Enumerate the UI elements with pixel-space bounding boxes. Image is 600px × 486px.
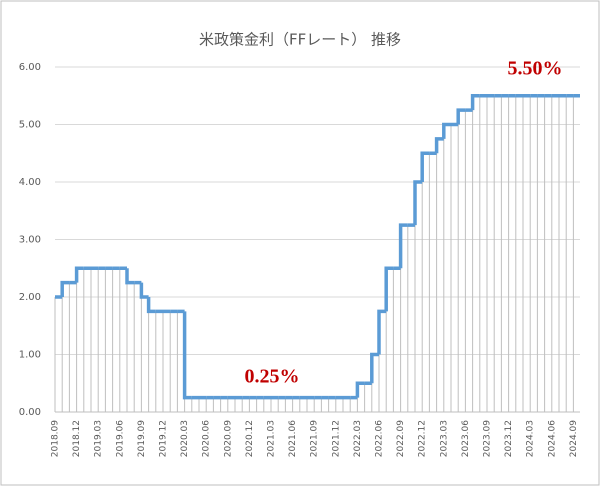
x-tick-label: 2023.12 (504, 420, 514, 457)
x-tick-label: 2019.06 (115, 420, 125, 457)
x-tick-label: 2021.09 (310, 420, 320, 457)
x-tick-label: 2022.09 (396, 420, 406, 457)
step-segment (74, 266, 84, 283)
x-tick-label: 2024.09 (569, 420, 579, 457)
step-segment (456, 108, 466, 125)
step-segment (413, 180, 423, 226)
x-tick-label: 2022.06 (375, 420, 385, 457)
step-segment (60, 280, 70, 297)
x-tick-label: 2023.06 (461, 420, 471, 457)
step-segment (398, 223, 408, 269)
step-segment (146, 297, 156, 314)
x-tick-label: 2019.09 (137, 420, 147, 457)
x-tick-label: 2018.12 (72, 420, 82, 457)
step-segment (384, 266, 394, 312)
y-tick-label: 6.00 (19, 62, 41, 73)
x-tick-label: 2019.03 (94, 420, 104, 457)
x-tick-label: 2018.09 (51, 420, 61, 457)
step-segment (470, 94, 480, 111)
y-tick-label: 4.00 (19, 177, 41, 188)
step-segment (125, 268, 135, 285)
y-tick-label: 0.00 (19, 407, 41, 418)
x-tick-label: 2020.09 (223, 420, 233, 457)
step-segment (377, 309, 387, 355)
x-tick-label: 2023.03 (439, 420, 449, 457)
x-tick-label: 2020.03 (180, 420, 190, 457)
step-segment (370, 352, 379, 384)
x-tick-label: 2024.03 (526, 420, 536, 457)
x-tick-label: 2021.12 (331, 420, 341, 457)
y-tick-label: 5.00 (19, 120, 41, 131)
x-tick-label: 2023.09 (483, 420, 493, 457)
x-tick-label: 2020.12 (245, 420, 255, 457)
x-tick-label: 2022.12 (418, 420, 428, 457)
x-tick-label: 2021.03 (267, 420, 277, 457)
annotation: 0.25% (245, 366, 300, 388)
step-segment (420, 151, 430, 182)
step-segment (355, 381, 365, 398)
step-segment (182, 311, 192, 400)
annotation: 5.50% (508, 58, 563, 80)
step-segment (434, 137, 444, 154)
x-tick-label: 2019.12 (159, 420, 169, 457)
y-tick-label: 2.00 (19, 292, 41, 303)
x-tick-label: 2022.03 (353, 420, 363, 457)
x-tick-label: 2024.06 (547, 420, 557, 457)
y-tick-label: 1.00 (19, 350, 41, 361)
x-tick-label: 2020.06 (202, 420, 212, 457)
chart-title: 米政策金利（FFレート） 推移 (199, 31, 401, 49)
step-segment (442, 122, 451, 139)
step-segment (139, 282, 149, 299)
x-tick-label: 2021.06 (288, 420, 298, 457)
y-tick-label: 3.00 (19, 235, 41, 246)
